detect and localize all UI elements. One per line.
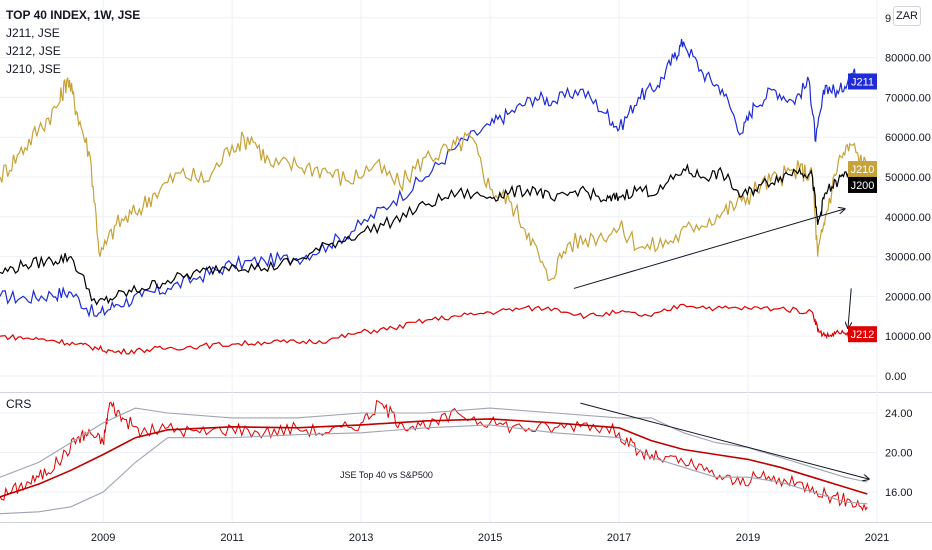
- legend-item-j211[interactable]: J211, JSE: [6, 26, 60, 40]
- currency-button[interactable]: ZAR: [893, 6, 921, 26]
- trend-arrow: [848, 288, 851, 328]
- price-label-j200: J200: [851, 180, 875, 192]
- crs-annotation-text: JSE Top 40 vs S&P500: [340, 470, 433, 480]
- crs-moving-average-line: [0, 418, 868, 498]
- price-axis[interactable]: 0.00 10000.00 20000.00 30000.00 40000.00 5000…: [885, 13, 931, 499]
- y-tick-label: 10000.00: [885, 331, 931, 343]
- y-tick-label: 50000.00: [885, 172, 931, 184]
- time-axis[interactable]: 2009 2011 2013 2015 2017 2019 2021: [91, 532, 889, 544]
- crs-band-upper-line: [0, 407, 868, 483]
- price-labels: J211 J210 J200 J212: [848, 73, 877, 343]
- y-tick-label: 9: [885, 13, 891, 25]
- x-tick-label: 2015: [478, 532, 502, 544]
- grid: [0, 0, 932, 523]
- x-tick-label: 2009: [91, 532, 115, 544]
- crs-panel-title: CRS: [6, 397, 32, 411]
- y-tick-label: 20000.00: [885, 291, 931, 303]
- crs-crs-line: [0, 400, 868, 512]
- crs-band-lower-line: [0, 424, 868, 515]
- x-tick-label: 2013: [349, 532, 373, 544]
- y-tick-label: 60000.00: [885, 132, 931, 144]
- legend-item-j212[interactable]: J212, JSE: [6, 44, 61, 58]
- series-line-j212: [0, 303, 868, 355]
- trend-arrow: [573, 209, 845, 289]
- chart-legend: TOP 40 INDEX, 1W, JSE J211, JSE J212, JS…: [6, 6, 140, 78]
- crs-trend-arrow: [580, 402, 869, 479]
- crs-y-tick-label: 20.00: [885, 448, 913, 460]
- chart-title: TOP 40 INDEX, 1W, JSE: [6, 8, 141, 22]
- price-label-j211: J211: [851, 76, 874, 88]
- annotations: [573, 209, 869, 479]
- series-line-j210: [0, 77, 868, 282]
- y-tick-label: 30000.00: [885, 252, 931, 264]
- series-line-j211: [0, 38, 868, 318]
- x-tick-label: 2019: [736, 532, 760, 544]
- price-label-bg: [848, 176, 877, 193]
- y-tick-label: 80000.00: [885, 53, 931, 65]
- series-layer: [0, 38, 868, 515]
- crs-y-tick-label: 24.00: [885, 408, 913, 420]
- price-label-j210: J210: [851, 164, 875, 176]
- legend-item-j210[interactable]: J210, JSE: [6, 62, 61, 76]
- price-label-j212: J212: [851, 329, 875, 341]
- crs-y-tick-label: 16.00: [885, 487, 913, 499]
- series-line-j200: [0, 163, 868, 306]
- y-tick-label: 70000.00: [885, 92, 931, 104]
- price-label-bg: [848, 326, 877, 343]
- price-label-bg: [848, 73, 877, 90]
- price-label-bg: [848, 161, 877, 178]
- x-tick-label: 2011: [220, 532, 244, 544]
- y-tick-label: 0.00: [885, 371, 906, 383]
- x-tick-label: 2017: [607, 532, 631, 544]
- x-tick-label: 2021: [865, 532, 889, 544]
- y-tick-label: 40000.00: [885, 212, 931, 224]
